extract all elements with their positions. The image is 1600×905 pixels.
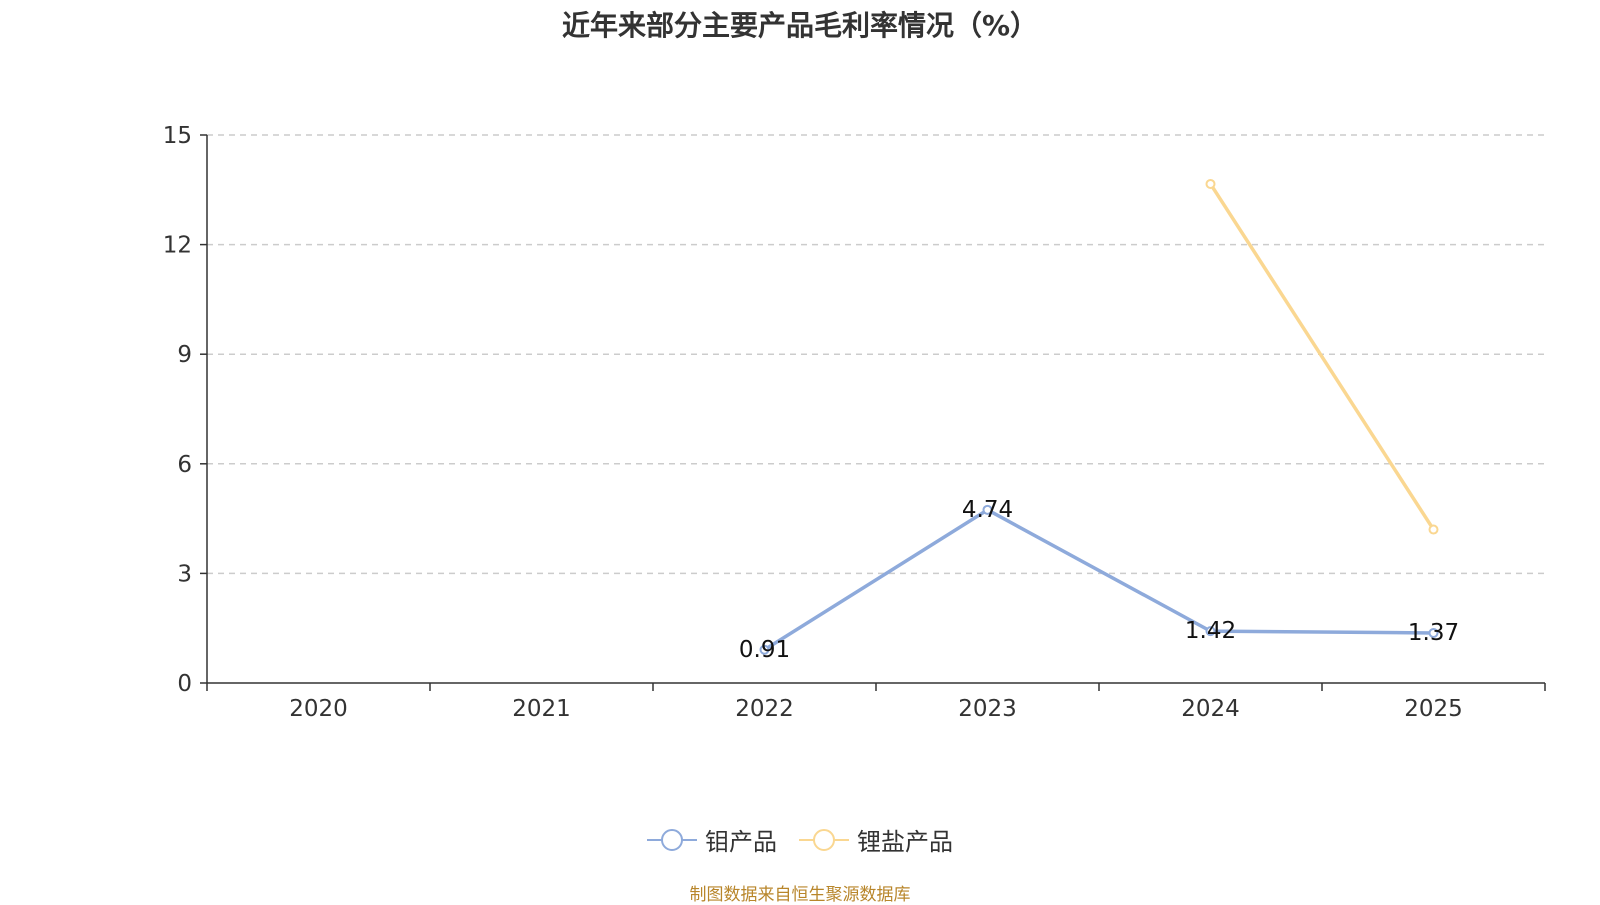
data-labels: 0.91 4.74 1.42 1.37 bbox=[739, 497, 1459, 663]
x-tick-label: 2025 bbox=[1404, 696, 1463, 722]
x-tick-label: 2023 bbox=[958, 696, 1017, 722]
y-tick-label: 0 bbox=[177, 671, 192, 697]
data-label: 0.91 bbox=[739, 637, 790, 663]
x-tick-label: 2022 bbox=[735, 696, 794, 722]
data-label: 4.74 bbox=[962, 497, 1013, 523]
y-tick-label: 6 bbox=[177, 452, 192, 478]
data-point bbox=[1205, 178, 1216, 189]
data-point bbox=[1428, 524, 1439, 535]
y-tick-label: 15 bbox=[163, 123, 192, 149]
data-label: 1.37 bbox=[1408, 620, 1459, 646]
y-tick-label: 3 bbox=[177, 561, 192, 587]
data-point bbox=[759, 644, 770, 655]
legend-item-series-1[interactable]: 锂盐产品 bbox=[799, 822, 953, 857]
axes bbox=[200, 134, 1546, 691]
legend-marker-series-1 bbox=[799, 828, 849, 851]
data-label: 1.42 bbox=[1185, 618, 1236, 644]
legend-label-series-0: 钼产品 bbox=[705, 828, 777, 856]
legend-item-series-0[interactable]: 钼产品 bbox=[647, 822, 777, 857]
y-tick-label: 12 bbox=[163, 233, 192, 259]
data-point bbox=[1205, 626, 1216, 637]
legend-label-series-1: 锂盐产品 bbox=[857, 828, 953, 856]
series-line-1 bbox=[1209, 183, 1435, 531]
series-lines bbox=[759, 178, 1439, 655]
source-note: 制图数据来自恒生聚源数据库 bbox=[689, 885, 911, 905]
data-point bbox=[982, 504, 993, 515]
legend: 钼产品 锂盐产品 bbox=[0, 822, 1600, 857]
x-tick-label: 2020 bbox=[289, 696, 348, 722]
y-tick-label: 9 bbox=[177, 342, 192, 368]
tick-labels: 0 3 6 9 12 15 2020 2021 2022 2023 2024 2025 bbox=[163, 123, 1463, 722]
grid-lines bbox=[207, 134, 1545, 575]
data-point bbox=[1428, 627, 1439, 638]
chart-title: 近年来部分主要产品毛利率情况（%） bbox=[561, 9, 1039, 42]
x-tick-label: 2021 bbox=[512, 696, 571, 722]
x-tick-label: 2024 bbox=[1181, 696, 1240, 722]
legend-marker-series-0 bbox=[647, 828, 697, 851]
series-line-0 bbox=[763, 508, 1434, 652]
